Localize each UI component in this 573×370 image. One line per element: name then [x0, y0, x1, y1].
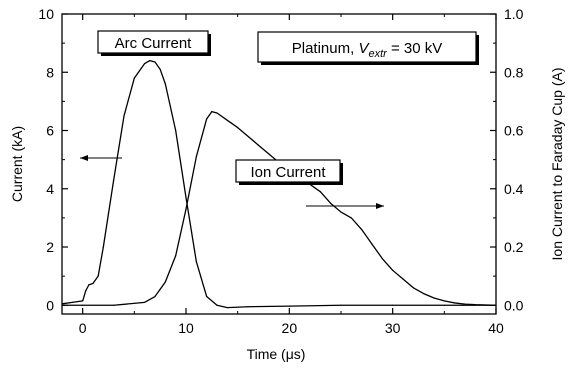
y-tick-label: 2: [46, 239, 54, 255]
plot-frame: [61, 13, 497, 315]
arc-current-point: [288, 305, 290, 307]
y-tick-label: 4: [46, 181, 54, 197]
arc-current-point: [175, 129, 177, 132]
y-tick-label: 0: [46, 297, 54, 313]
arc-current-point: [85, 290, 87, 292]
y-tick-label: 8: [46, 64, 54, 80]
x-tick-label: 20: [282, 320, 298, 336]
arc-current-point: [149, 60, 151, 62]
arc-current-point: [226, 306, 228, 309]
ion-current-line: [62, 110, 497, 306]
x-tick-label: 40: [488, 320, 504, 336]
ion-current-point: [392, 269, 394, 271]
ion-current-point: [464, 303, 466, 305]
arc-current-point: [71, 301, 73, 303]
ion-current-label: Ion Current: [250, 164, 326, 181]
info-box: [257, 31, 477, 63]
ion-current-point: [175, 255, 177, 257]
y-tick-label: 10: [38, 6, 54, 22]
y2-tick-label: 0.0: [504, 297, 524, 313]
x-tick-label: 0: [79, 320, 87, 336]
arc-current-point: [113, 179, 115, 181]
arc-current-point: [82, 300, 84, 302]
arc-current-point: [97, 275, 99, 277]
arc-current-point: [123, 115, 125, 117]
ion-arrow-head: [376, 203, 384, 209]
arc-current-point: [443, 304, 445, 306]
ion-current-point: [350, 217, 352, 219]
ion-current-point: [454, 302, 456, 304]
ion-current-point: [216, 112, 218, 114]
ion-current-point: [412, 287, 414, 289]
ion-current-point: [144, 301, 146, 303]
arc-current-point: [195, 260, 197, 263]
arc-current-point: [133, 77, 135, 79]
ion-current-point: [443, 300, 445, 302]
arc-current-line: [61, 59, 496, 309]
y2-tick-label: 0.6: [504, 123, 524, 139]
y2-tick-label: 1.0: [504, 6, 524, 22]
x-tick-label: 30: [385, 320, 401, 336]
y-tick-label: 6: [46, 123, 54, 139]
y2-tick-label: 0.2: [504, 239, 524, 255]
arc-arrow-head: [80, 155, 88, 161]
x-tick-label: 10: [178, 320, 194, 336]
ion-current-point: [226, 119, 228, 121]
ion-current-point: [423, 293, 425, 295]
arc-current-point: [247, 306, 249, 308]
arc-current-point: [185, 196, 187, 199]
ion-current-point: [206, 118, 208, 120]
ion-current-point: [237, 126, 239, 129]
ion-current-point: [330, 202, 332, 204]
ion-current-point: [319, 191, 321, 193]
ion-label-box: [235, 159, 341, 183]
arc-current-point: [144, 62, 146, 65]
info-label: Platinum, Vextr = 30 kV: [292, 40, 443, 60]
arc-current-point: [159, 68, 161, 70]
y-axis-label: Current (kA): [9, 126, 25, 202]
arc-current-point: [206, 295, 208, 298]
y2-axis-label: Ion Current to Faraday Cup (A): [549, 68, 565, 261]
ion-current-point: [113, 304, 115, 306]
arc-current-point: [392, 304, 394, 306]
ion-current-point: [402, 278, 404, 280]
ion-current-point: [257, 144, 259, 146]
x-axis-label: Time (μs): [247, 346, 306, 362]
arc-current-point: [92, 282, 94, 285]
ion-current-point: [340, 211, 342, 213]
arc-current-point: [216, 304, 218, 306]
ion-current-point: [371, 243, 373, 245]
arc-current-point: [154, 61, 156, 63]
arc-current-point: [102, 246, 104, 248]
ion-current-point: [433, 297, 435, 299]
arc-current-label: Arc Current: [115, 35, 193, 52]
y2-tick-label: 0.4: [504, 181, 524, 197]
ion-current-point: [164, 281, 166, 283]
ion-current-point: [361, 228, 363, 231]
ion-current-point: [381, 258, 383, 260]
arc-current-point: [164, 83, 166, 85]
ion-current-point: [474, 304, 476, 306]
arc-current-point: [340, 304, 342, 306]
arc-label-box: [97, 30, 209, 54]
ion-current-point: [82, 304, 84, 306]
arc-current-point: [88, 284, 90, 286]
y2-tick-label: 0.8: [504, 64, 524, 80]
ion-current-point: [211, 110, 213, 113]
ion-current-point: [195, 156, 197, 158]
ion-current-point: [185, 208, 187, 210]
ion-current-point: [154, 295, 156, 298]
